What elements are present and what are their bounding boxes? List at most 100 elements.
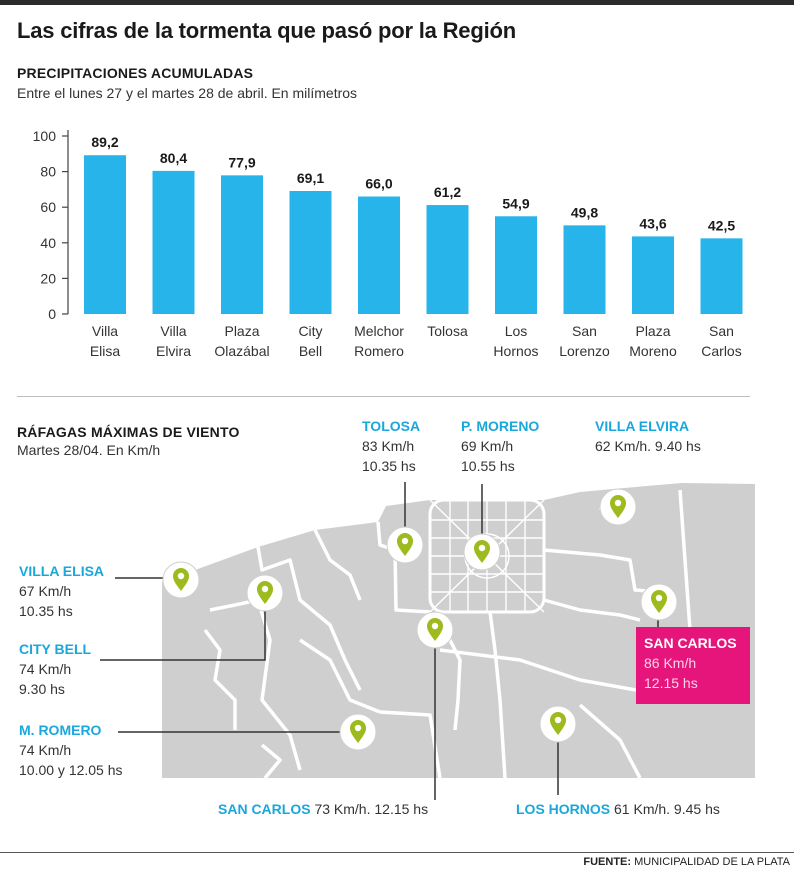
bar [700,238,743,314]
bar [632,236,674,314]
category-label: Tolosa [427,323,468,339]
station-name: VILLA ELISA [19,563,105,579]
category-label: San [709,323,734,339]
pin-san-carlos-east[interactable] [640,583,678,621]
bar [358,196,400,314]
station-time: 10.00 y 12.05 hs [19,762,123,778]
section-divider [17,396,750,397]
bar-value-label: 80,4 [160,150,187,166]
bar [152,170,195,314]
bar-value-label: 49,8 [571,204,598,220]
pin-tolosa[interactable] [386,526,424,564]
top-rule [0,0,794,5]
category-label: Plaza [635,323,670,339]
station-speed: 74 Km/h [19,742,72,758]
page-title: Las cifras de la tormenta que pasó por l… [17,18,516,43]
pin-plaza-moreno[interactable] [463,533,501,571]
category-label: Villa [160,323,186,339]
y-tick-label: 40 [40,235,56,251]
label-san-carlos-max: SAN CARLOS 86 Km/h 12.15 hs [636,627,750,693]
station-name: P. MORENO [461,418,540,434]
pin-villa-elvira[interactable] [599,488,637,526]
bar-value-label: 66,0 [365,176,392,192]
label-plaza-moreno: P. MORENO 69 Km/h 10.55 hs [461,416,539,476]
category-label: San [572,323,597,339]
label-los-hornos: LOS HORNOS 61 Km/h. 9.45 hs [516,799,720,819]
category-label: Olazábal [214,343,269,359]
category-label: City [298,323,322,339]
pin-san-carlos-center[interactable] [416,611,454,649]
station-time: 12.15 hs [644,675,698,691]
bar-value-label: 42,5 [708,217,735,233]
label-san-carlos: SAN CARLOS 73 Km/h. 12.15 hs [218,799,428,819]
pin-city-bell[interactable] [246,574,284,612]
station-name: CITY BELL [19,641,92,657]
category-label: Hornos [493,343,538,359]
station-speed-time: 73 Km/h. 12.15 hs [314,801,429,817]
category-label: Elisa [90,343,121,359]
category-label: Plaza [224,323,259,339]
map-boundaries [203,489,692,780]
wind-subtitle: Martes 28/04. En Km/h [17,442,161,458]
footer-label: FUENTE: [583,856,632,868]
label-villa-elvira: VILLA ELVIRA 62 Km/h. 9.40 hs [595,416,701,456]
pin-los-hornos[interactable] [539,705,577,743]
category-label: Moreno [629,343,677,359]
category-label: Lorenzo [559,343,610,359]
station-name: SAN CARLOS [218,801,311,817]
station-time: 10.55 hs [461,458,515,474]
station-name: M. ROMERO [19,722,102,738]
station-time: 10.35 hs [362,458,416,474]
y-tick-label: 100 [33,128,57,144]
pin-villa-elisa[interactable] [162,561,200,599]
y-axis: 0 20 40 60 80 100 [33,128,69,322]
bar-value-label: 43,6 [639,215,666,231]
station-speed: 83 Km/h [362,438,415,454]
footer-source: FUENTE: MUNICIPALIDAD DE LA PLATA [583,856,790,868]
y-tick-label: 60 [40,199,56,215]
bar [84,155,126,314]
station-speed: 69 Km/h [461,438,514,454]
station-name: SAN CARLOS [644,635,737,651]
bar-value-label: 89,2 [91,134,118,150]
label-tolosa: TOLOSA 83 Km/h 10.35 hs [362,416,420,476]
station-speed: 67 Km/h [19,583,72,599]
precipitation-bar-chart: 0 20 40 60 80 100 89,2 Villa Elisa 80,4 Villa Elvi… [33,128,743,359]
station-speed: 86 Km/h [644,655,697,671]
category-label: Los [505,323,528,339]
precip-subtitle: Entre el lunes 27 y el martes 28 de abri… [17,85,358,101]
category-label: Carlos [701,343,741,359]
station-name: TOLOSA [362,418,421,434]
bar [221,175,263,314]
leader-lines [100,482,659,800]
station-speed-time: 61 Km/h. 9.45 hs [614,801,720,817]
bar-value-label: 77,9 [228,154,255,170]
y-tick-label: 80 [40,164,56,180]
category-label: Elvira [156,343,191,359]
bar-value-label: 69,1 [297,170,324,186]
category-label: Romero [354,343,404,359]
bars-group: 89,2 Villa Elisa 80,4 Villa Elvira 77,9 Plaza Ol… [84,134,743,359]
bar [563,225,606,314]
station-speed-time: 62 Km/h. 9.40 hs [595,438,701,454]
footer-rule [0,852,794,853]
bar-value-label: 54,9 [502,195,529,211]
label-melchor-romero: M. ROMERO 74 Km/h 10.00 y 12.05 hs [19,720,123,780]
bar [426,205,469,314]
category-label: Villa [92,323,118,339]
category-label: Bell [299,343,322,359]
pin-melchor-romero[interactable] [339,713,377,751]
label-villa-elisa: VILLA ELISA 67 Km/h 10.35 hs [19,561,104,621]
label-city-bell: CITY BELL 74 Km/h 9.30 hs [19,639,91,699]
wind-title: RÁFAGAS MÁXIMAS DE VIENTO [17,424,240,440]
highlight-box-san-carlos: SAN CARLOS 86 Km/h 12.15 hs [636,627,750,704]
footer-source-name: MUNICIPALIDAD DE LA PLATA [634,856,790,868]
station-speed: 74 Km/h [19,661,72,677]
bar-value-label: 61,2 [434,184,461,200]
bar [289,191,332,314]
y-tick-label: 20 [40,270,56,286]
y-tick-label: 0 [48,306,56,322]
precip-title: PRECIPITACIONES ACUMULADAS [17,65,254,81]
station-name: LOS HORNOS [516,801,611,817]
